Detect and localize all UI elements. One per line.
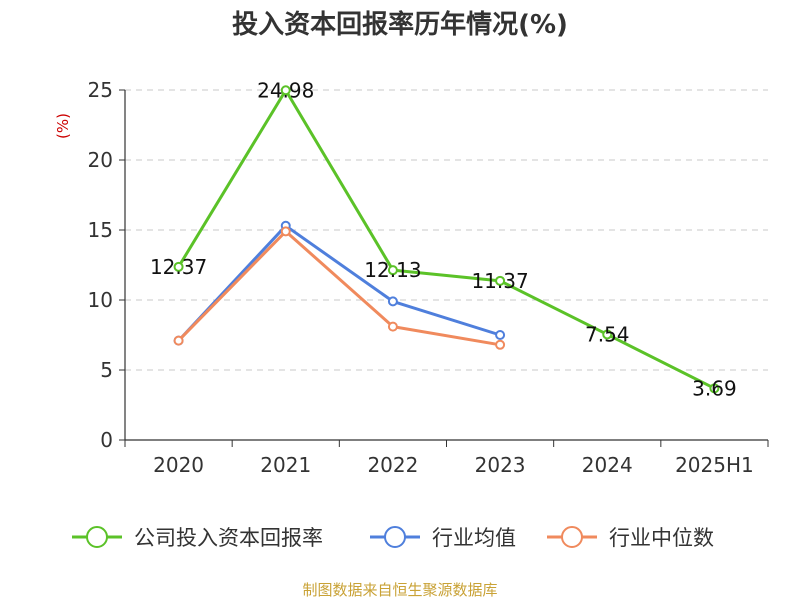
legend-item-0: 公司投入资本回报率 xyxy=(72,526,323,550)
y-tick-label: 0 xyxy=(100,428,113,452)
data-point xyxy=(495,275,506,286)
y-axis-label: (%) xyxy=(54,113,72,139)
grid-lines xyxy=(125,89,768,371)
series-line xyxy=(177,229,501,347)
data-label: 7.54 xyxy=(585,322,630,346)
legend-marker xyxy=(561,526,583,548)
data-point xyxy=(280,226,291,237)
x-tick-label: 2020 xyxy=(153,453,204,477)
y-tick-label: 10 xyxy=(88,288,113,312)
x-tick-label: 2023 xyxy=(475,453,526,477)
source-note: 制图数据来自恒生聚源数据库 xyxy=(302,581,497,599)
data-point xyxy=(173,261,184,272)
y-tick-label: 15 xyxy=(88,218,113,242)
axes: 0 5 10 15 20 25 2020 2021 2022 2023 2024 2025H1 xyxy=(88,78,769,477)
data-label: 11.37 xyxy=(471,269,528,293)
data-point xyxy=(173,335,184,346)
x-tick-label: 2024 xyxy=(582,453,633,477)
data-label: 12.37 xyxy=(150,255,207,279)
y-tick-label: 20 xyxy=(88,148,113,172)
chart-title: 投入资本回报率历年情况(%) xyxy=(232,9,568,40)
y-tick-label: 5 xyxy=(100,358,113,382)
data-point xyxy=(709,383,720,394)
data-labels: 12.37 24.98 12.13 11.37 7.54 3.69 xyxy=(150,78,737,400)
series-2 xyxy=(173,226,506,350)
data-point xyxy=(387,265,398,276)
data-point xyxy=(495,330,506,340)
legend-label: 行业均值 xyxy=(432,526,516,550)
data-point xyxy=(602,329,613,340)
legend-label: 公司投入资本回报率 xyxy=(134,526,323,550)
data-point xyxy=(387,321,398,332)
data-point xyxy=(387,296,398,307)
legend-marker xyxy=(86,526,108,548)
data-point xyxy=(280,85,291,96)
legend-marker xyxy=(384,526,406,548)
legend-label: 行业中位数 xyxy=(609,526,714,550)
data-label: 3.69 xyxy=(692,376,737,400)
x-tick-label: 2025H1 xyxy=(675,453,754,477)
series-line xyxy=(177,88,716,390)
series-1 xyxy=(173,220,506,346)
series-line xyxy=(177,224,501,342)
data-point xyxy=(495,339,506,350)
data-label: 12.13 xyxy=(364,258,421,282)
legend: 公司投入资本回报率 行业均值 行业中位数 xyxy=(72,526,714,550)
data-label: 24.98 xyxy=(257,78,314,102)
x-tick-label: 2021 xyxy=(260,453,311,477)
y-tick-label: 25 xyxy=(88,78,113,102)
series-0 xyxy=(173,85,720,394)
x-tick-label: 2022 xyxy=(367,453,418,477)
legend-item-1: 行业均值 xyxy=(370,526,516,550)
legend-item-2: 行业中位数 xyxy=(547,526,714,550)
series-lines xyxy=(173,85,720,394)
